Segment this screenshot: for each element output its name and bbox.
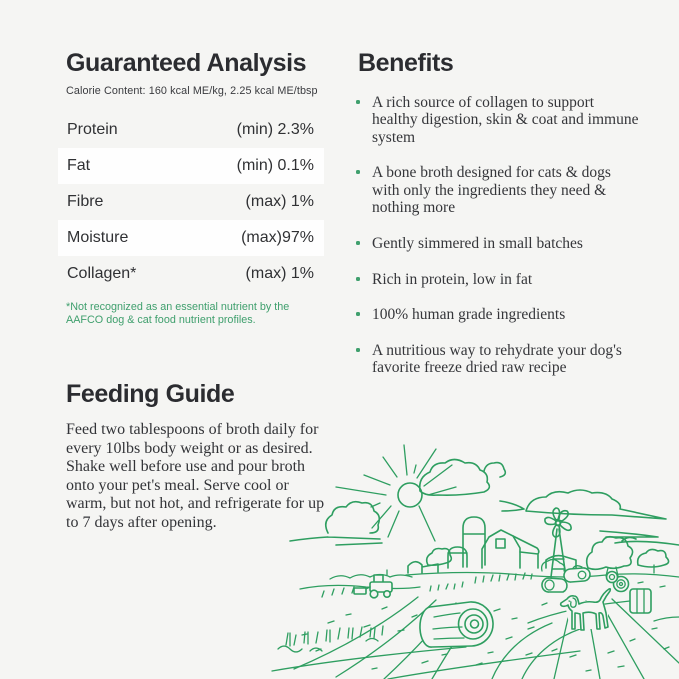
nutrient-value: (max) 1%: [245, 264, 314, 282]
benefits-title: Benefits: [358, 49, 454, 77]
shed-icon: [407, 560, 439, 574]
list-item: Gently simmered in small batches: [355, 235, 640, 253]
tractor-icon: [353, 569, 393, 599]
field-furrows: [271, 571, 679, 679]
silo-icon: [447, 516, 486, 569]
nutrient-label: Fibre: [67, 192, 104, 210]
nutrient-value: (min) 2.3%: [236, 120, 314, 138]
windmill-icon: [544, 507, 572, 578]
table-row: Moisture (max)97%: [58, 219, 324, 256]
nutrient-label: Fat: [67, 156, 91, 174]
farm-scene-line-art: [271, 444, 679, 679]
nutrient-label: Protein: [67, 120, 118, 138]
low-barn-icon: [545, 554, 577, 570]
benefit-text: Gently simmered in small batches: [372, 235, 583, 253]
grass-tufts: [277, 625, 384, 653]
hay-bale-icon: [541, 567, 652, 614]
benefits-section: Benefits A rich source of collagen to su…: [355, 49, 647, 395]
guaranteed-analysis-title: Guaranteed Analysis: [66, 49, 307, 77]
bush-icon: [425, 547, 453, 567]
farm-illustration: [270, 425, 679, 679]
table-row: Collagen* (max) 1%: [58, 256, 324, 292]
list-item: A rich source of collagen to support hea…: [355, 94, 640, 147]
bullet-dot-icon: [356, 276, 360, 281]
table-row: Fat (min) 0.1%: [58, 147, 324, 184]
feeding-guide-title: Feeding Guide: [66, 379, 235, 408]
list-item: A bone broth designed for cats & dogs wi…: [355, 164, 640, 217]
benefits-list: A rich source of collagen to support hea…: [355, 94, 647, 378]
hay-bale-icon: [419, 601, 494, 648]
nutrient-value: (min) 0.1%: [236, 156, 314, 174]
guaranteed-analysis-table: Protein (min) 2.3% Fat (min) 0.1% Fibre …: [58, 112, 324, 292]
bullet-dot-icon: [356, 347, 360, 352]
cloud-icon: [289, 458, 679, 546]
bullet-dot-icon: [356, 99, 360, 104]
benefit-text: A nutritious way to rehydrate your dog's…: [372, 341, 622, 377]
list-item: A nutritious way to rehydrate your dog's…: [355, 342, 640, 377]
benefit-text: Rich in protein, low in fat: [372, 270, 533, 288]
list-item: 100% human grade ingredients: [355, 306, 640, 324]
nutrient-label: Moisture: [67, 228, 129, 246]
bullet-dot-icon: [356, 170, 360, 175]
bullet-dot-icon: [356, 312, 360, 317]
aafco-footnote: *Not recognized as an essential nutrient…: [66, 300, 290, 327]
sun-icon: [335, 444, 457, 542]
dog-icon: [559, 587, 612, 631]
list-item: Rich in protein, low in fat: [355, 271, 640, 289]
calorie-content-line: Calorie Content: 160 kcal ME/kg, 2.25 kc…: [66, 84, 318, 97]
benefit-text: A bone broth designed for cats & dogs wi…: [372, 164, 611, 217]
feeding-guide-section: Feeding Guide Feed two tablespoons of br…: [58, 379, 324, 533]
barn-icon: [481, 529, 540, 569]
bullet-dot-icon: [356, 241, 360, 246]
nutrient-label: Collagen*: [67, 264, 137, 282]
guaranteed-analysis-section: Guaranteed Analysis Calorie Content: 160…: [58, 49, 324, 533]
benefit-text: A rich source of collagen to support hea…: [372, 93, 639, 146]
tree-icon: [585, 535, 670, 577]
benefit-text: 100% human grade ingredients: [372, 306, 566, 324]
nutrient-value: (max) 1%: [245, 192, 314, 210]
nutrient-value: (max)97%: [241, 228, 314, 246]
table-row: Protein (min) 2.3%: [58, 112, 324, 148]
table-row: Fibre (max) 1%: [58, 184, 324, 220]
feeding-guide-text: Feed two tablespoons of broth daily for …: [66, 421, 325, 531]
